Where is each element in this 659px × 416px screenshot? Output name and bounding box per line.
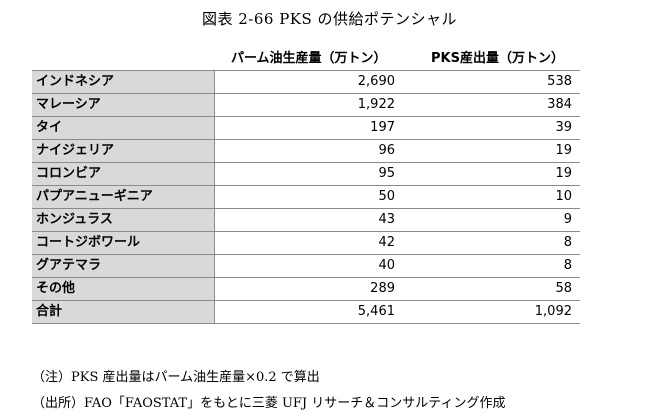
row-palm-value: 42 — [214, 231, 403, 255]
table-total-row: 合計 5,461 1,092 — [32, 300, 580, 324]
row-total-palm-value: 5,461 — [214, 300, 403, 324]
table-row: ナイジェリア 96 19 — [32, 139, 580, 163]
row-pks-value: 538 — [403, 70, 580, 94]
row-pks-value: 19 — [403, 139, 580, 163]
table-row: コートジボワール 42 8 — [32, 231, 580, 255]
table-row: マレーシア 1,922 384 — [32, 93, 580, 117]
row-palm-value: 50 — [214, 185, 403, 209]
header-pks-output: PKS産出量（万トン） — [403, 48, 580, 71]
row-country: グアテマラ — [32, 254, 215, 278]
row-country: コートジボワール — [32, 231, 215, 255]
row-total-pks-value: 1,092 — [403, 300, 580, 324]
row-country: インドネシア — [32, 70, 215, 94]
row-palm-value: 95 — [214, 162, 403, 186]
row-pks-value: 8 — [403, 254, 580, 278]
row-country: ホンジュラス — [32, 208, 215, 232]
row-palm-value: 197 — [214, 116, 403, 140]
row-palm-value: 96 — [214, 139, 403, 163]
row-palm-value: 2,690 — [214, 70, 403, 94]
row-country: その他 — [32, 277, 215, 301]
source-note: （出所）FAO「FAOSTAT」をもとに三菱 UFJ リサーチ＆コンサルティング… — [32, 396, 506, 411]
table-row: パプアニューギニア 50 10 — [32, 185, 580, 209]
row-country: タイ — [32, 116, 215, 140]
table-row: タイ 197 39 — [32, 116, 580, 140]
row-pks-value: 10 — [403, 185, 580, 209]
row-pks-value: 58 — [403, 277, 580, 301]
row-country: マレーシア — [32, 93, 215, 117]
table-row: その他 289 58 — [32, 277, 580, 301]
row-palm-value: 1,922 — [214, 93, 403, 117]
row-total-label: 合計 — [32, 300, 215, 324]
calculation-note: （注）PKS 産出量はパーム油生産量×0.2 で算出 — [32, 370, 320, 385]
row-palm-value: 40 — [214, 254, 403, 278]
table-header-row: パーム油生産量（万トン） PKS産出量（万トン） — [32, 48, 580, 71]
table-row: インドネシア 2,690 538 — [32, 70, 580, 94]
header-blank — [32, 48, 215, 71]
row-country: コロンビア — [32, 162, 215, 186]
row-pks-value: 8 — [403, 231, 580, 255]
table-row: コロンビア 95 19 — [32, 162, 580, 186]
table-row: ホンジュラス 43 9 — [32, 208, 580, 232]
pks-supply-table: パーム油生産量（万トン） PKS産出量（万トン） インドネシア 2,690 53… — [32, 48, 580, 324]
table-row: グアテマラ 40 8 — [32, 254, 580, 278]
header-palm-oil-production: パーム油生産量（万トン） — [214, 48, 403, 71]
row-country: ナイジェリア — [32, 139, 215, 163]
figure-title: 図表 2-66 PKS の供給ポテンシャル — [201, 10, 458, 28]
row-pks-value: 9 — [403, 208, 580, 232]
row-pks-value: 39 — [403, 116, 580, 140]
row-pks-value: 384 — [403, 93, 580, 117]
row-palm-value: 289 — [214, 277, 403, 301]
row-palm-value: 43 — [214, 208, 403, 232]
row-country: パプアニューギニア — [32, 185, 215, 209]
row-pks-value: 19 — [403, 162, 580, 186]
